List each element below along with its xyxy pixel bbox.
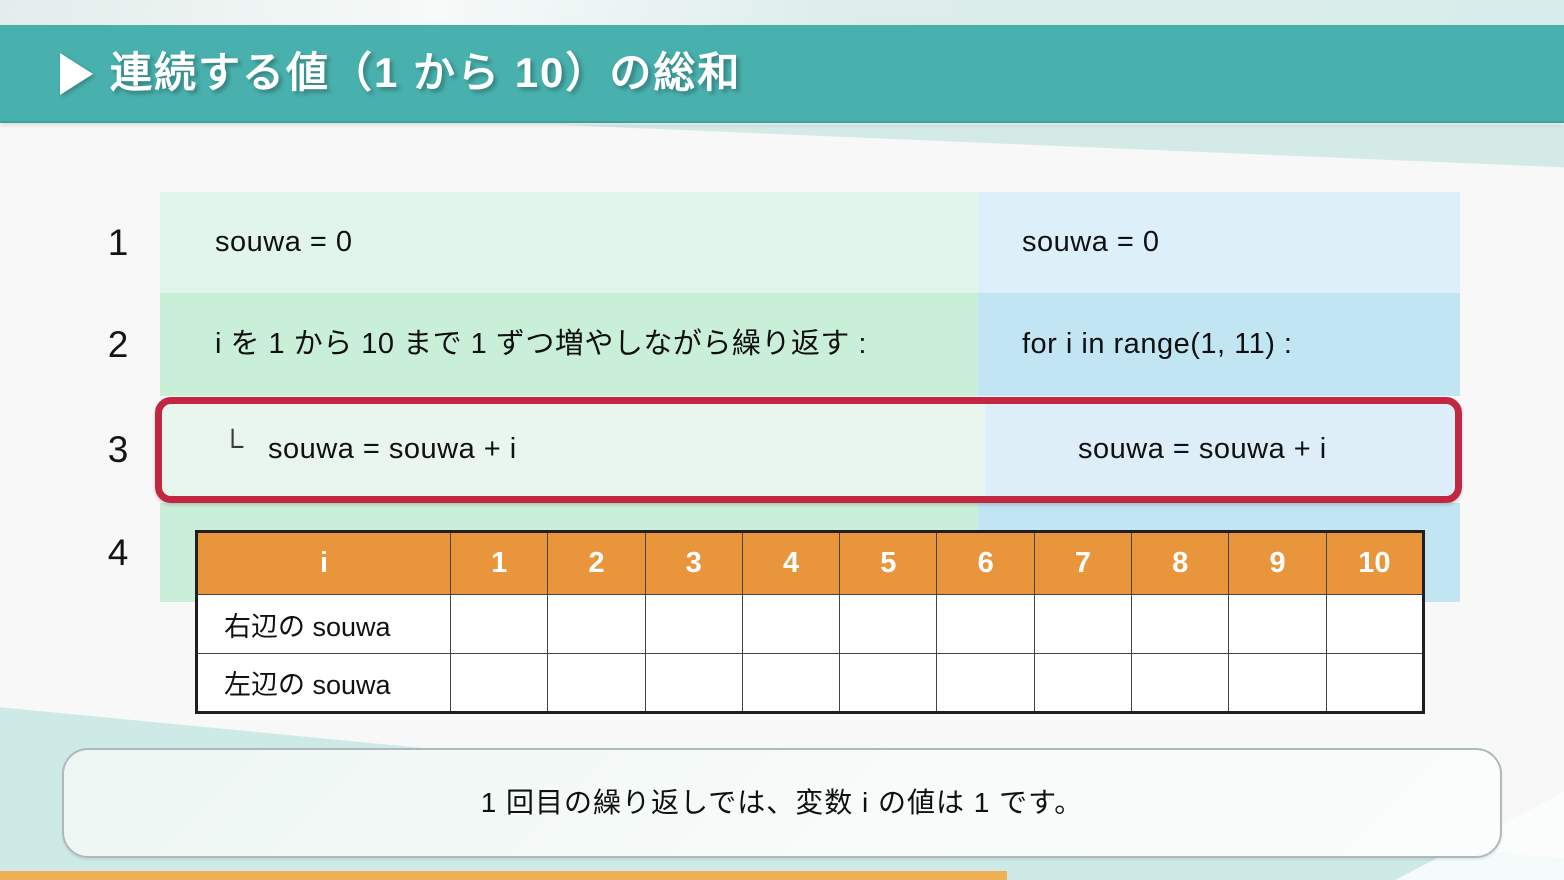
trace-header-2: 2 <box>547 531 646 595</box>
trace-cell <box>839 653 938 713</box>
play-triangle-icon <box>60 53 93 95</box>
trace-cell <box>1131 653 1230 713</box>
trace-header-4: 4 <box>741 531 841 595</box>
slide-header: 連続する値（1 から 10）の総和 <box>0 25 1564 123</box>
trace-header-10: 10 <box>1325 531 1425 595</box>
trace-cell <box>1325 594 1425 654</box>
python-row-2-bg <box>978 293 1460 396</box>
trace-row-label-left-side: 左辺の souwa <box>196 653 451 713</box>
trace-cell <box>936 653 1035 713</box>
trace-cell <box>1033 653 1133 713</box>
trace-table-header-row: i 1 2 3 4 5 6 7 8 9 10 <box>196 531 1425 595</box>
trace-cell <box>1228 594 1327 654</box>
trace-cell <box>644 594 743 654</box>
python-line-2: for i in range(1, 11) : <box>1022 328 1293 360</box>
trace-cell <box>1033 594 1133 654</box>
trace-header-5: 5 <box>839 531 938 595</box>
trace-cell <box>449 594 549 654</box>
trace-table: i 1 2 3 4 5 6 7 8 9 10 右辺の souwa <box>195 530 1425 714</box>
line-number-2: 2 <box>107 324 129 365</box>
trace-cell <box>741 653 841 713</box>
line-number-3: 3 <box>107 429 129 470</box>
top-decor-strip <box>0 0 1564 25</box>
header-underlay-band <box>563 125 1564 168</box>
trace-header-9: 9 <box>1228 531 1327 595</box>
python-line-3: souwa = souwa + i <box>1078 433 1327 465</box>
trace-header-1: 1 <box>449 531 549 595</box>
note-box: 1 回目の繰り返しでは、変数 i の値は 1 です。 <box>62 748 1502 858</box>
pseudocode-row-1-bg <box>160 192 978 293</box>
trace-header-i: i <box>196 531 451 595</box>
note-text: 1 回目の繰り返しでは、変数 i の値は 1 です。 <box>480 787 1084 818</box>
indent-marker-icon: └ <box>222 430 244 463</box>
bottom-progress-bar <box>0 871 1007 880</box>
trace-cell <box>547 594 646 654</box>
trace-cell <box>449 653 549 713</box>
trace-row-right-side: 右辺の souwa <box>196 594 1425 654</box>
slide-title: 連続する値（1 から 10）の総和 <box>110 49 742 96</box>
pseudocode-row-2-bg <box>160 293 978 396</box>
trace-cell <box>936 594 1035 654</box>
pseudocode-line-2: i を 1 から 10 まで 1 ずつ増やしながら繰り返す : <box>215 328 867 360</box>
trace-cell <box>1228 653 1327 713</box>
trace-header-8: 8 <box>1131 531 1230 595</box>
trace-header-3: 3 <box>644 531 743 595</box>
highlight-red-frame <box>155 397 1462 503</box>
trace-header-6: 6 <box>936 531 1035 595</box>
trace-cell <box>1325 653 1425 713</box>
trace-cell <box>839 594 938 654</box>
pseudocode-line-1: souwa = 0 <box>215 226 353 258</box>
trace-row-left-side: 左辺の souwa <box>196 653 1425 713</box>
pseudocode-line-3: souwa = souwa + i <box>268 433 517 465</box>
trace-row-label-right-side: 右辺の souwa <box>196 594 451 654</box>
trace-cell <box>644 653 743 713</box>
line-number-4: 4 <box>107 532 129 573</box>
python-line-1: souwa = 0 <box>1022 226 1160 258</box>
line-number-1: 1 <box>107 222 129 263</box>
trace-cell <box>1131 594 1230 654</box>
trace-header-7: 7 <box>1033 531 1133 595</box>
trace-cell <box>741 594 841 654</box>
python-row-1-bg <box>978 192 1460 293</box>
trace-cell <box>547 653 646 713</box>
trace-table-container: i 1 2 3 4 5 6 7 8 9 10 右辺の souwa <box>195 530 1425 714</box>
